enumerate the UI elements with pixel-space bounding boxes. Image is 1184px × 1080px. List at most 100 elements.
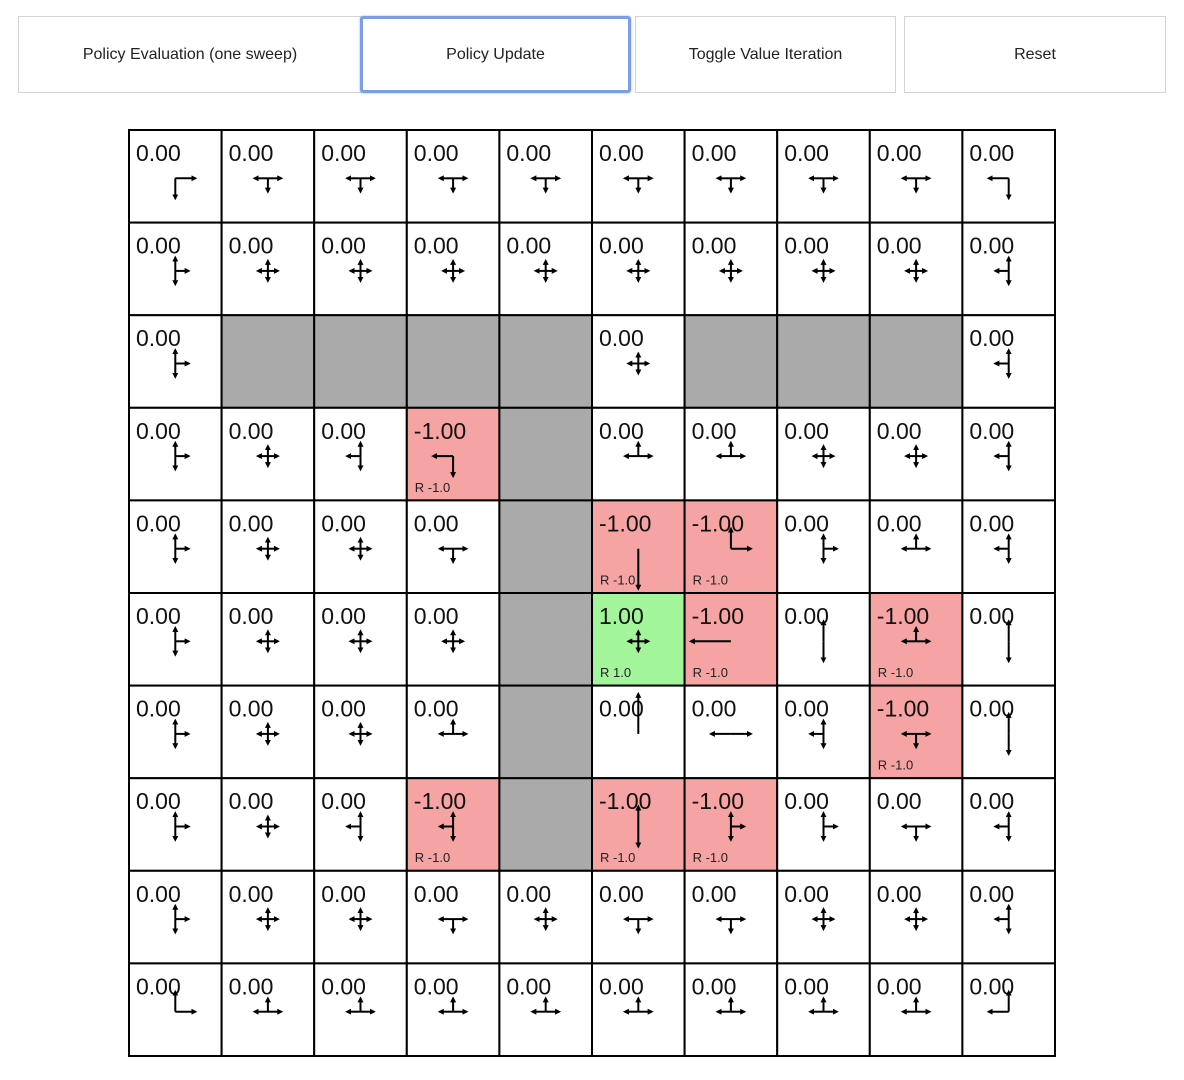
grid-cell[interactable]: 0.00 [405, 499, 501, 594]
grid-cell[interactable]: 0.00 [128, 962, 223, 1058]
grid-cell[interactable]: 0.00 [776, 869, 871, 965]
grid-cell[interactable]: 0.00 [776, 684, 871, 780]
grid-cell[interactable]: -1.00 R -1.0 [405, 406, 501, 502]
grid-cell[interactable]: 1.00 R 1.0 [591, 592, 686, 687]
grid-cell[interactable]: 0.00 [313, 962, 408, 1058]
grid-cell[interactable]: 0.00 [776, 592, 871, 687]
grid-cell[interactable]: 0.00 [591, 684, 686, 780]
grid-cell[interactable]: 0.00 [961, 499, 1057, 594]
grid-cell[interactable]: 0.00 [961, 684, 1057, 780]
grid-cell[interactable]: 0.00 [498, 221, 593, 317]
grid-cell[interactable]: 0.00 [128, 869, 223, 965]
grid-cell[interactable]: 0.00 [961, 869, 1057, 965]
grid-cell[interactable]: 0.00 [128, 129, 223, 224]
grid-cell[interactable]: 0.00 [405, 221, 501, 317]
toggle-value-iteration-button[interactable]: Toggle Value Iteration [635, 16, 896, 93]
grid-cell[interactable]: 0.00 [868, 221, 964, 317]
grid-cell[interactable]: 0.00 [776, 129, 871, 224]
grid-cell[interactable]: 0.00 [220, 684, 316, 780]
grid-cell[interactable]: 0.00 [591, 129, 686, 224]
grid-cell[interactable]: 0.00 [683, 129, 779, 224]
grid-cell[interactable]: 0.00 [776, 406, 871, 502]
grid-cell[interactable]: 0.00 [128, 499, 223, 594]
grid-cell[interactable] [776, 314, 871, 409]
policy-evaluation-button[interactable]: Policy Evaluation (one sweep) [18, 16, 362, 93]
grid-cell[interactable]: 0.00 [498, 869, 593, 965]
grid-cell[interactable]: 0.00 [313, 684, 408, 780]
grid-cell[interactable]: 0.00 [313, 129, 408, 224]
grid-cell[interactable]: 0.00 [220, 962, 316, 1058]
grid-cell[interactable]: 0.00 [591, 314, 686, 409]
grid-cell[interactable]: 0.00 [405, 962, 501, 1058]
reset-button[interactable]: Reset [904, 16, 1166, 93]
grid-cell[interactable]: 0.00 [961, 592, 1057, 687]
grid-cell[interactable]: 0.00 [961, 406, 1057, 502]
grid-cell[interactable]: 0.00 [591, 962, 686, 1058]
grid-cell[interactable]: 0.00 [498, 962, 593, 1058]
grid-cell[interactable]: 0.00 [313, 499, 408, 594]
grid-cell[interactable] [498, 499, 593, 594]
grid-cell[interactable]: 0.00 [128, 406, 223, 502]
grid-cell[interactable]: 0.00 [313, 221, 408, 317]
grid-cell[interactable]: 0.00 [961, 962, 1057, 1058]
grid-cell[interactable]: 0.00 [961, 221, 1057, 317]
grid-cell[interactable]: 0.00 [683, 684, 779, 780]
grid-cell[interactable]: 0.00 [220, 406, 316, 502]
grid-cell[interactable]: 0.00 [591, 869, 686, 965]
grid-cell[interactable]: -1.00 R -1.0 [683, 777, 779, 872]
grid-cell[interactable] [220, 314, 316, 409]
grid-cell[interactable]: 0.00 [776, 962, 871, 1058]
grid-cell[interactable]: 0.00 [961, 777, 1057, 872]
grid-cell[interactable]: 0.00 [405, 592, 501, 687]
grid-cell[interactable] [313, 314, 408, 409]
grid-cell[interactable]: -1.00 R -1.0 [683, 592, 779, 687]
grid-cell[interactable]: -1.00 R -1.0 [405, 777, 501, 872]
grid-cell[interactable]: 0.00 [313, 592, 408, 687]
grid-cell[interactable]: 0.00 [776, 777, 871, 872]
grid-cell[interactable]: 0.00 [405, 869, 501, 965]
grid-cell[interactable]: 0.00 [683, 221, 779, 317]
grid-cell[interactable] [498, 777, 593, 872]
grid-cell[interactable]: -1.00 R -1.0 [868, 684, 964, 780]
grid-cell[interactable]: 0.00 [220, 592, 316, 687]
grid-cell[interactable] [498, 684, 593, 780]
grid-cell[interactable]: 0.00 [868, 777, 964, 872]
grid-cell[interactable]: 0.00 [868, 499, 964, 594]
grid-cell[interactable]: 0.00 [591, 406, 686, 502]
grid-cell[interactable]: 0.00 [498, 129, 593, 224]
grid-cell[interactable]: 0.00 [961, 314, 1057, 409]
grid-cell[interactable]: 0.00 [313, 869, 408, 965]
grid-cell[interactable] [498, 406, 593, 502]
grid-cell[interactable]: 0.00 [128, 684, 223, 780]
grid-cell[interactable]: 0.00 [313, 406, 408, 502]
grid-cell[interactable]: 0.00 [220, 777, 316, 872]
grid-cell[interactable]: -1.00 R -1.0 [683, 499, 779, 594]
grid-cell[interactable]: 0.00 [128, 592, 223, 687]
grid-cell[interactable]: 0.00 [128, 777, 223, 872]
grid-cell[interactable] [498, 592, 593, 687]
grid-cell[interactable]: 0.00 [220, 869, 316, 965]
grid-cell[interactable] [683, 314, 779, 409]
grid-cell[interactable]: -1.00 R -1.0 [868, 592, 964, 687]
grid-cell[interactable]: -1.00 R -1.0 [591, 499, 686, 594]
grid-cell[interactable]: 0.00 [683, 962, 779, 1058]
grid-cell[interactable]: 0.00 [868, 406, 964, 502]
policy-update-button[interactable]: Policy Update [360, 16, 631, 93]
grid-cell[interactable]: 0.00 [591, 221, 686, 317]
grid-cell[interactable]: 0.00 [683, 869, 779, 965]
grid-cell[interactable]: 0.00 [220, 221, 316, 317]
grid-cell[interactable] [868, 314, 964, 409]
grid-cell[interactable]: 0.00 [868, 129, 964, 224]
grid-cell[interactable]: 0.00 [961, 129, 1057, 224]
grid-cell[interactable] [405, 314, 501, 409]
grid-cell[interactable]: 0.00 [313, 777, 408, 872]
grid-cell[interactable]: 0.00 [128, 314, 223, 409]
grid-cell[interactable]: 0.00 [220, 499, 316, 594]
grid-cell[interactable]: 0.00 [776, 221, 871, 317]
grid-cell[interactable]: 0.00 [405, 684, 501, 780]
grid-cell[interactable]: 0.00 [405, 129, 501, 224]
grid-cell[interactable]: 0.00 [868, 962, 964, 1058]
grid-cell[interactable] [498, 314, 593, 409]
grid-cell[interactable]: 0.00 [868, 869, 964, 965]
grid-cell[interactable]: 0.00 [220, 129, 316, 224]
